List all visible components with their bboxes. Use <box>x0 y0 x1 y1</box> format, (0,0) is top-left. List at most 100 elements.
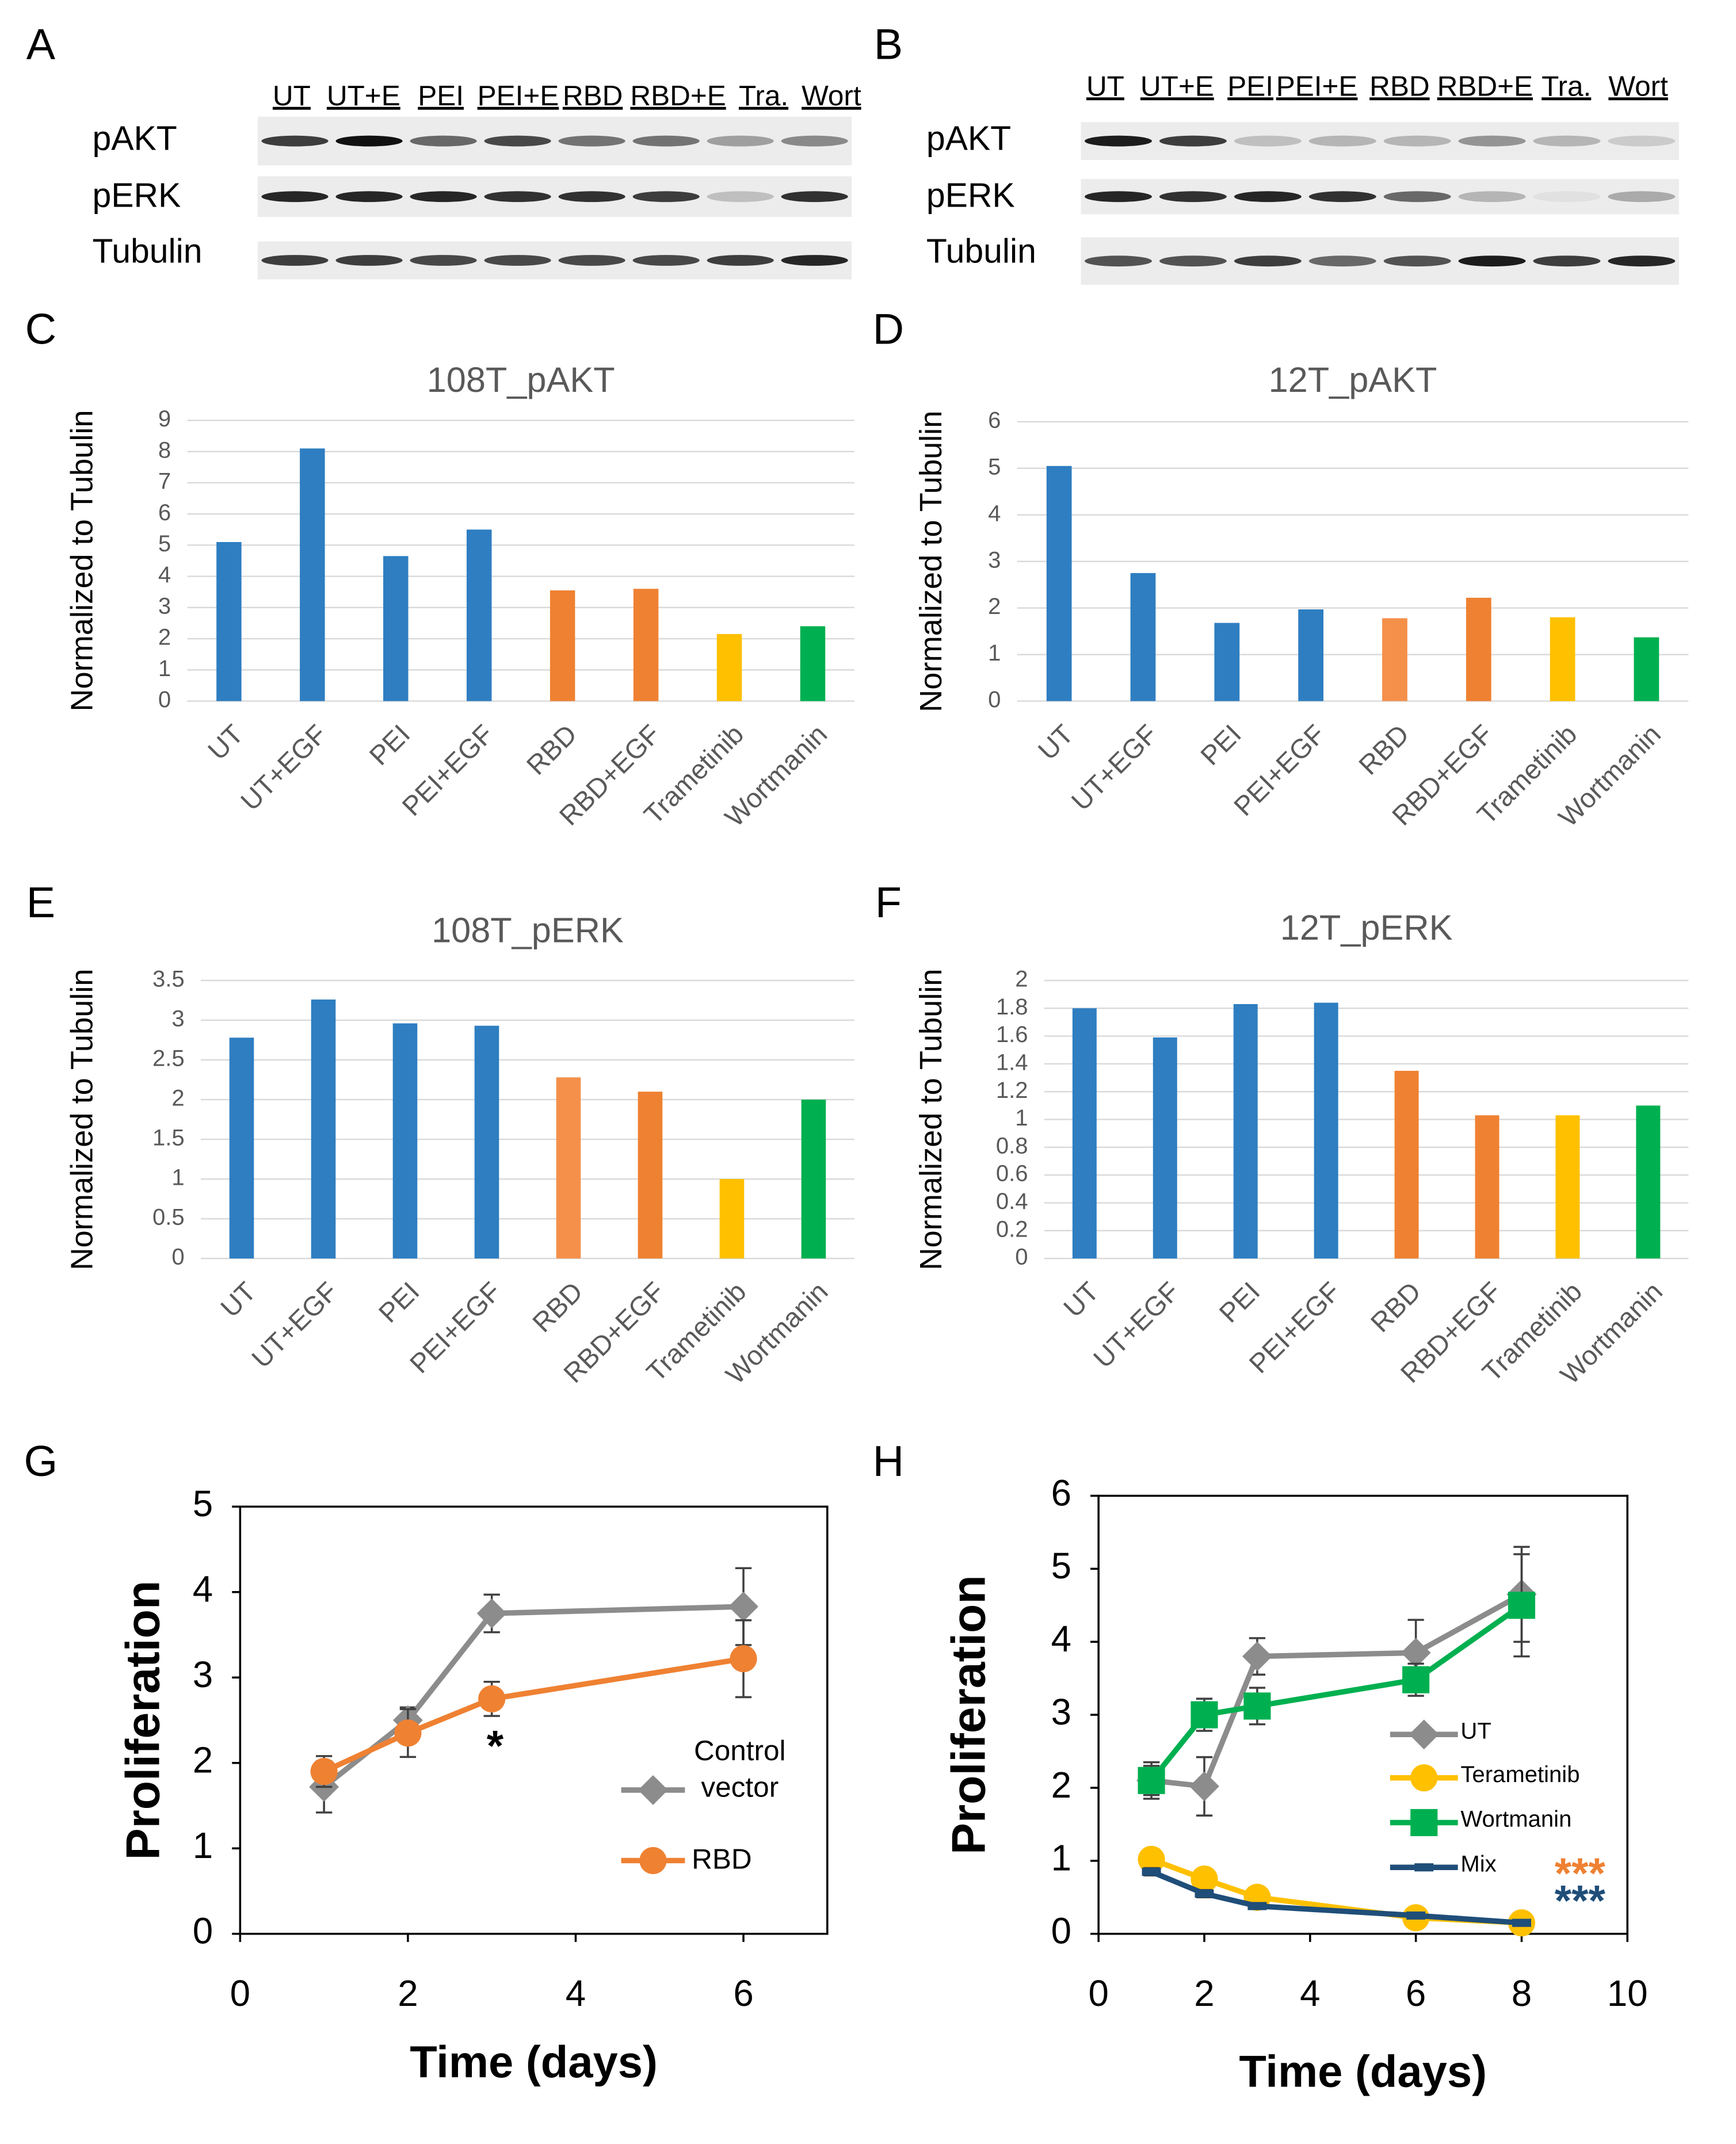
x-tick-label: PEI+EGF <box>1228 719 1331 822</box>
bar <box>1466 597 1491 701</box>
bar <box>311 999 336 1259</box>
bar <box>1634 637 1659 701</box>
legend-label: Wortmanin <box>1460 1806 1572 1832</box>
blot-band <box>261 191 329 203</box>
plot-frame <box>239 1505 829 1935</box>
y-tick-label: 0.8 <box>996 1133 1028 1158</box>
bar <box>1314 1002 1338 1259</box>
annotation: *** <box>1555 1849 1606 1898</box>
chart-title: 12T_pERK <box>1280 908 1453 947</box>
blot-band <box>410 255 477 266</box>
marker <box>1142 1867 1161 1876</box>
blot-band <box>1085 135 1152 147</box>
y-tick-label: 5 <box>158 531 171 556</box>
blot-band <box>558 135 625 147</box>
legend-marker <box>1409 1719 1439 1750</box>
x-tick-label: PEI <box>1213 1276 1265 1328</box>
legend-marker <box>1414 1863 1434 1872</box>
blot-band <box>335 191 403 203</box>
marker <box>1406 1911 1426 1920</box>
y-tick-label: 1.8 <box>996 994 1028 1020</box>
legend-entry: UT <box>1460 1718 1491 1744</box>
x-tick-label: 6 <box>1406 1973 1426 2014</box>
panel-label: H <box>873 1437 904 1485</box>
x-tick-label: RBD <box>1353 719 1415 781</box>
bar <box>550 590 575 701</box>
y-tick-label: 0 <box>171 1245 184 1270</box>
panel-label: A <box>26 20 56 68</box>
blot-band <box>632 191 700 203</box>
marker <box>1189 1771 1219 1802</box>
y-tick-label: 6 <box>158 500 171 525</box>
y-tick-label: 0.6 <box>996 1161 1028 1187</box>
bar <box>1555 1115 1580 1259</box>
lane-label: PEI <box>1227 70 1273 102</box>
bar <box>1153 1037 1177 1259</box>
blot-band <box>1608 191 1676 203</box>
bar <box>1130 573 1156 701</box>
legend-marker <box>1410 1809 1438 1837</box>
blot-band <box>261 255 329 266</box>
blot-band <box>707 255 774 266</box>
blot-band <box>1533 255 1601 267</box>
y-tick-label: 1 <box>171 1165 184 1191</box>
blot-band <box>1085 191 1152 203</box>
y-tick-label: 1 <box>1051 1838 1071 1879</box>
lane-label: Tra. <box>1542 70 1591 102</box>
marker <box>1243 1692 1271 1720</box>
x-tick-label: 6 <box>733 1973 753 2014</box>
lane-label: Wort <box>1608 70 1668 102</box>
bar <box>1636 1105 1661 1259</box>
y-tick-label: 0 <box>1015 1245 1028 1270</box>
marker <box>1195 1889 1214 1898</box>
bar <box>719 1179 745 1259</box>
x-tick-label: UT+EGF <box>1065 719 1163 817</box>
bar <box>1214 623 1240 701</box>
annotation: * <box>487 1722 504 1770</box>
blot-row-label: pERK <box>92 177 181 215</box>
y-tick-label: 1.4 <box>996 1050 1028 1075</box>
blot-band <box>1234 135 1302 147</box>
y-tick-label: 0 <box>988 687 1001 712</box>
blot-band <box>410 191 477 203</box>
blot-band <box>1533 135 1601 147</box>
blot-band <box>1085 255 1152 267</box>
legend-label: Mix <box>1460 1851 1497 1877</box>
y-tick-label: 0 <box>1051 1911 1071 1952</box>
marker <box>1512 1918 1531 1927</box>
marker <box>1247 1902 1267 1910</box>
y-tick-label: 0.2 <box>996 1216 1028 1242</box>
bar <box>800 626 826 701</box>
lane-label: RBD+E <box>630 80 726 112</box>
y-axis-label: Proliferation <box>116 1581 169 1860</box>
bar <box>716 634 742 701</box>
bar <box>466 529 492 701</box>
bar <box>1382 618 1407 701</box>
legend-entry: Mix <box>1460 1851 1497 1877</box>
y-tick-label: 2 <box>988 594 1001 619</box>
legend-marker <box>638 1775 668 1805</box>
blot-band <box>1159 191 1227 203</box>
blot-band <box>1159 135 1227 147</box>
lane-label: PEI+E <box>1276 70 1358 102</box>
marker <box>1191 1865 1218 1893</box>
blot-band <box>1308 135 1376 147</box>
blot-row-label: Tubulin <box>926 232 1036 270</box>
legend-entry: Terametinib <box>1460 1761 1579 1787</box>
legend-label: Control vector <box>693 1735 786 1805</box>
bar <box>1298 609 1323 701</box>
blot-band <box>335 135 403 147</box>
blot-band <box>707 135 774 147</box>
bar <box>556 1077 581 1259</box>
bar <box>1394 1070 1419 1259</box>
x-tick-label: 4 <box>1300 1973 1320 2014</box>
y-tick-label: 4 <box>988 501 1001 526</box>
marker <box>478 1685 506 1712</box>
bar <box>1046 466 1072 701</box>
y-tick-label: 1.2 <box>996 1078 1028 1103</box>
legend-entry: RBD <box>692 1844 752 1875</box>
blot-band <box>558 255 625 266</box>
y-tick-label: 4 <box>1051 1619 1071 1659</box>
blot-band <box>1159 255 1227 267</box>
